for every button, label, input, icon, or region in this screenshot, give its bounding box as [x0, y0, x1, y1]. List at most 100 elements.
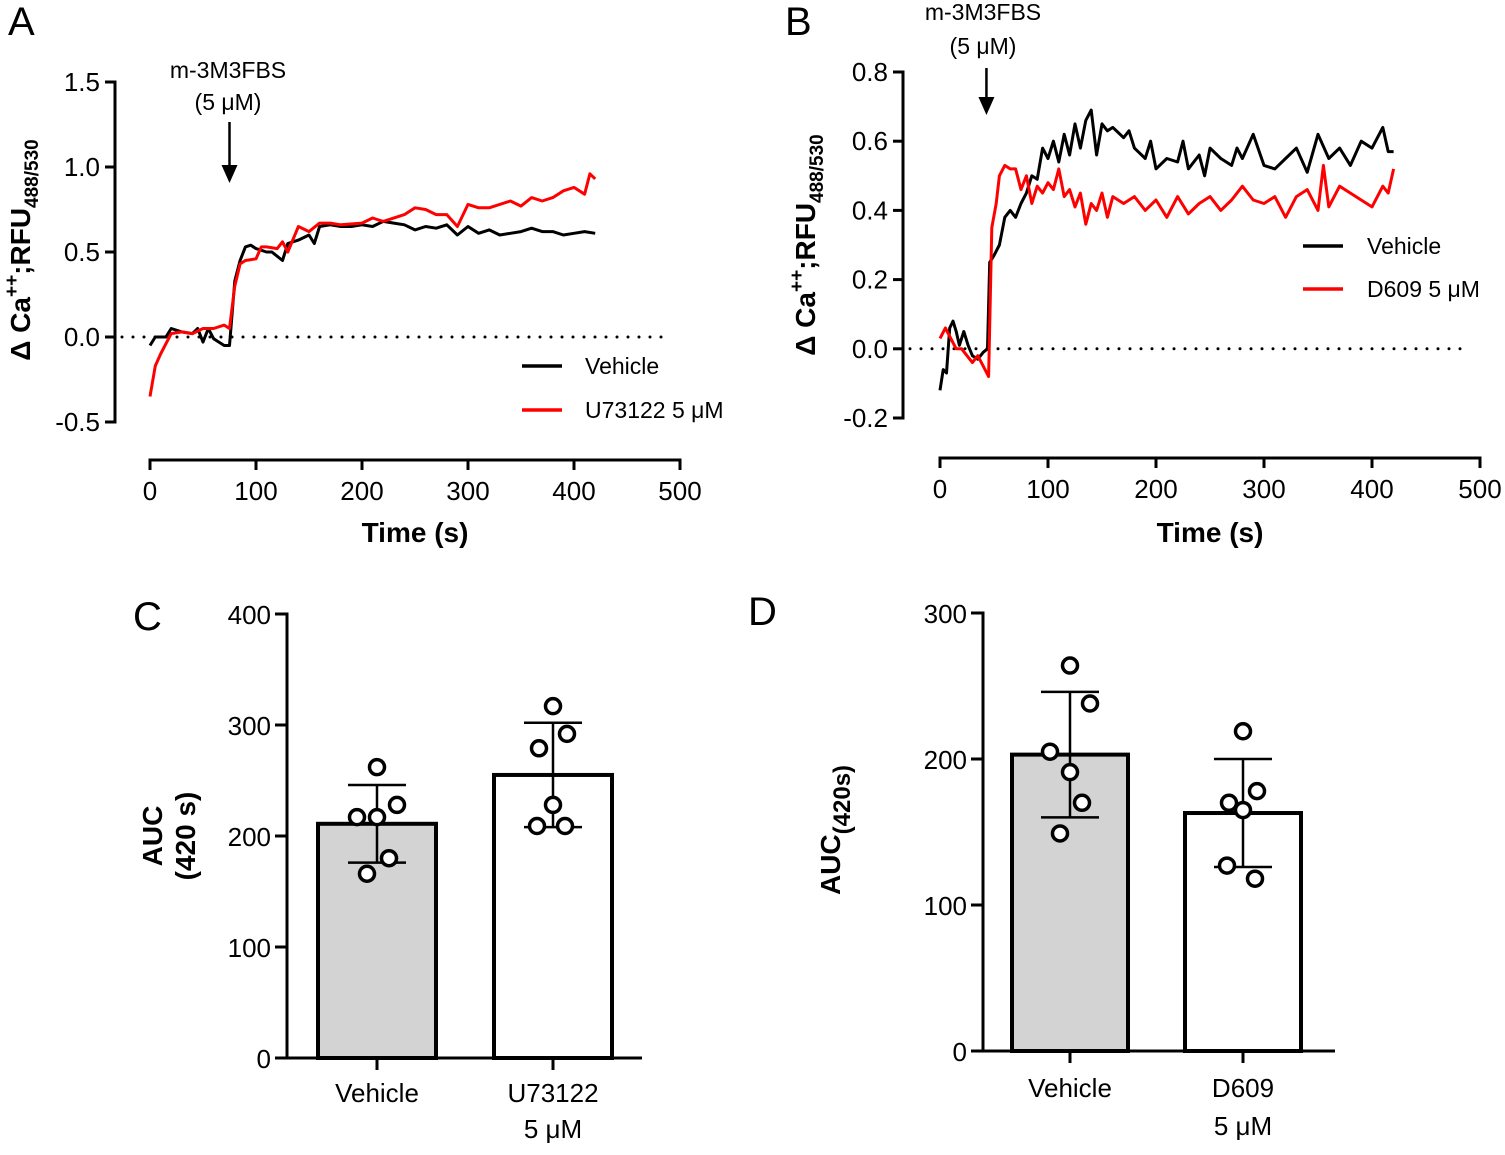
data-point: [1217, 856, 1237, 875]
data-point: [543, 696, 563, 716]
y-tick-label: 0: [953, 1037, 967, 1067]
data-point: [529, 739, 549, 758]
panel-b: B 0.8 0.6 0.4 0.2 0.0 -0.2 0 100 200 300 400 500 Time…: [785, 0, 1502, 548]
category-label: 5 μM: [524, 1114, 582, 1144]
y-tick-label: 0.0: [64, 322, 100, 352]
x-axis-label: Time (s): [1157, 517, 1264, 548]
y-axis-label: AUC: [137, 806, 168, 867]
y-label-main: AUC: [815, 834, 846, 895]
y-tick-label: 0.5: [64, 237, 100, 267]
data-point: [1245, 869, 1265, 888]
y-tick-label: -0.2: [843, 403, 888, 433]
x-tick-label: 300: [1242, 474, 1285, 504]
data-point: [1233, 722, 1253, 741]
y-tick-label: 0.4: [852, 195, 888, 225]
y-label-sub: 488/530: [22, 139, 43, 208]
y-tick-label: 1.0: [64, 152, 100, 182]
y-label-sub: 488/530: [807, 134, 828, 203]
data-point: [379, 848, 399, 868]
category-label: Vehicle: [1028, 1073, 1112, 1103]
y-label-mid: ;RFU: [5, 208, 36, 275]
data-point: [367, 807, 387, 827]
y-tick-label: 0.6: [852, 126, 888, 156]
y-axis-sublabel: (420 s): [170, 792, 201, 881]
data-point: [1040, 742, 1060, 761]
data-point: [1233, 800, 1253, 820]
panel-a: A 1.5 1.0 0.5 0.0 -0.5 0 100 200 300 400 500 Time (s…: [2, 0, 724, 548]
x-tick-label: 500: [658, 476, 701, 506]
annotation-label: m-3M3FBS: [170, 57, 286, 83]
data-point: [1247, 781, 1267, 801]
y-axis-label: AUC(420s): [815, 765, 856, 895]
panel-c: C 400 300 200 100 0 Vehicle U73122 5 μM AUC (420 s…: [133, 595, 642, 1144]
data-point: [1050, 824, 1070, 843]
series-line-1: [938, 163, 1396, 378]
x-tick-label: 500: [1458, 474, 1501, 504]
panel-letter: A: [8, 0, 35, 44]
y-tick-label: 400: [228, 600, 271, 630]
x-axis-label: Time (s): [362, 517, 469, 548]
x-tick-label: 0: [933, 474, 947, 504]
x-tick-label: 0: [143, 476, 157, 506]
annotation-label: m-3M3FBS: [925, 0, 1041, 25]
x-tick-label: 300: [446, 476, 489, 506]
data-point: [1219, 793, 1239, 813]
y-tick-label: 0.0: [852, 334, 888, 364]
y-axis-label: Δ Ca++;RFU488/530: [2, 139, 43, 360]
y-tick-label: -0.5: [55, 407, 100, 437]
series-line-0: [938, 108, 1394, 391]
legend-label: Vehicle: [1367, 233, 1441, 259]
data-point: [1060, 762, 1080, 782]
data-point: [555, 816, 575, 836]
data-point: [1060, 656, 1080, 675]
y-label-sup: ++: [2, 275, 23, 297]
x-tick-label: 100: [1026, 474, 1069, 504]
series-line-0: [148, 219, 596, 347]
y-label-sub: (420s): [829, 765, 856, 834]
panel-letter: C: [133, 595, 162, 639]
panel-d: D 300 200 100 0 Vehicle D609 5 μM AUC(420s): [748, 590, 1335, 1141]
data-point: [357, 864, 377, 883]
panel-letter: D: [748, 590, 777, 634]
data-point: [527, 816, 547, 836]
y-label-main: Δ Ca: [5, 297, 36, 361]
category-label: Vehicle: [335, 1078, 419, 1108]
y-tick-label: 200: [924, 745, 967, 775]
x-tick-label: 200: [1134, 474, 1177, 504]
y-tick-label: 200: [228, 822, 271, 852]
category-label: D609: [1212, 1073, 1274, 1103]
y-axis-label: Δ Ca++;RFU488/530: [787, 134, 828, 355]
x-tick-label: 100: [234, 476, 277, 506]
y-tick-label: 100: [228, 933, 271, 963]
data-point: [557, 724, 577, 744]
series-line-1: [148, 172, 597, 397]
y-tick-label: 0.2: [852, 265, 888, 295]
arrow-down-icon: [978, 97, 995, 115]
category-label: 5 μM: [1214, 1111, 1272, 1141]
data-point: [367, 757, 387, 777]
annotation-concentration: (5 μM): [195, 89, 262, 115]
data-point: [543, 795, 563, 815]
y-label-sup: ++: [787, 270, 808, 292]
y-tick-label: 100: [924, 891, 967, 921]
y-tick-label: 0.8: [852, 57, 888, 87]
category-label: U73122: [507, 1078, 598, 1108]
x-tick-label: 400: [1350, 474, 1393, 504]
data-point: [1072, 793, 1092, 813]
y-tick-label: 300: [924, 599, 967, 629]
y-tick-label: 0: [257, 1044, 271, 1074]
y-tick-label: 300: [228, 711, 271, 741]
legend-label: D609 5 μM: [1367, 276, 1480, 302]
legend-label: Vehicle: [585, 353, 659, 379]
data-point: [387, 795, 407, 815]
y-tick-label: 1.5: [64, 67, 100, 97]
panel-letter: B: [785, 0, 812, 44]
x-tick-label: 400: [552, 476, 595, 506]
x-tick-label: 200: [340, 476, 383, 506]
y-label-main: Δ Ca: [790, 292, 821, 356]
data-point: [1080, 694, 1100, 713]
data-point: [347, 807, 367, 827]
arrow-down-icon: [221, 165, 238, 183]
y-label-mid: ;RFU: [790, 203, 821, 270]
